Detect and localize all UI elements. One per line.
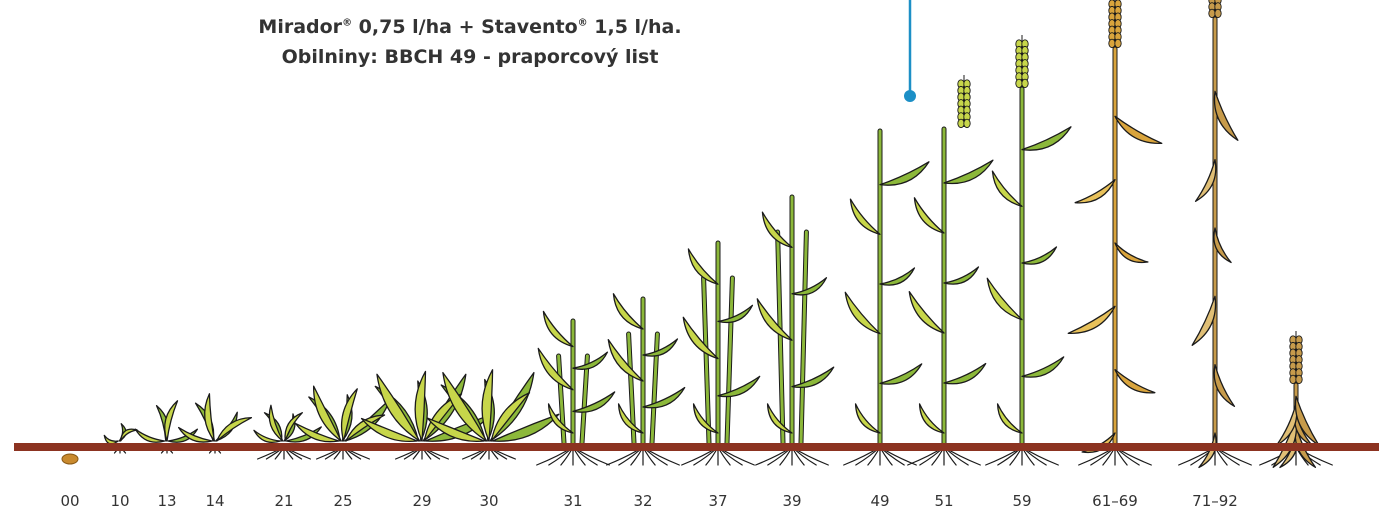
stage-label: 51 [934,492,954,510]
plant-stage-14 [177,393,253,454]
stage-label: 32 [633,492,653,510]
dose-and-product-stavento: 0,75 l/ha + Stavento [352,16,578,38]
stage-label: 30 [479,492,499,510]
plant-stage-31 [536,310,616,466]
stage-label: 39 [782,492,802,510]
stage-label: 00 [60,492,80,510]
treatment-title-line-1: Mirador® 0,75 l/ha + Stavento® 1,5 l/ha. [200,16,740,38]
dose-stavento: 1,5 l/ha. [587,16,682,38]
plant-stage-37 [681,240,761,466]
wheat-ear [1108,0,1122,49]
plant-stage-32 [606,293,686,466]
soil-line [14,443,1379,451]
stage-label: 31 [563,492,583,510]
stage-label: 59 [1012,492,1032,510]
stage-label: 29 [412,492,432,510]
treatment-title-line-2: Obilniny: BBCH 49 - praporcový list [281,46,659,68]
plant-stage-residue [1259,331,1333,469]
pointer-dot [904,90,916,102]
wheat-ear [1015,35,1029,89]
plant-stage-39 [755,194,835,466]
plant-stage-51 [907,75,994,466]
stage-label: 71–92 [1192,492,1238,510]
wheat-ear [957,75,971,129]
stage-label: 37 [708,492,728,510]
stage-label: 13 [157,492,177,510]
plant-stage-21 [253,404,322,460]
plant-stage-00 [61,453,79,465]
wheat-ear [1208,0,1222,19]
wheat-ear [1289,331,1303,385]
registered-mark: ® [577,17,588,29]
plant-stage-49 [843,128,930,466]
plant-stage-59 [985,35,1072,466]
stage-label: 14 [205,492,225,510]
stage-label: 25 [333,492,353,510]
plant-stage-71-92 [1178,0,1252,469]
product-name-mirador: Mirador [258,16,343,38]
stage-label: 49 [870,492,890,510]
stage-label: 21 [274,492,294,510]
stage-pointer [904,0,916,102]
stage-label: 61–69 [1092,492,1138,510]
plant-stage-25 [295,385,391,460]
plant-stage-61-69 [1067,0,1163,466]
stage-label: 10 [110,492,130,510]
plant-stage-30 [426,369,560,460]
seed-grain [61,453,79,465]
registered-mark: ® [342,17,353,29]
